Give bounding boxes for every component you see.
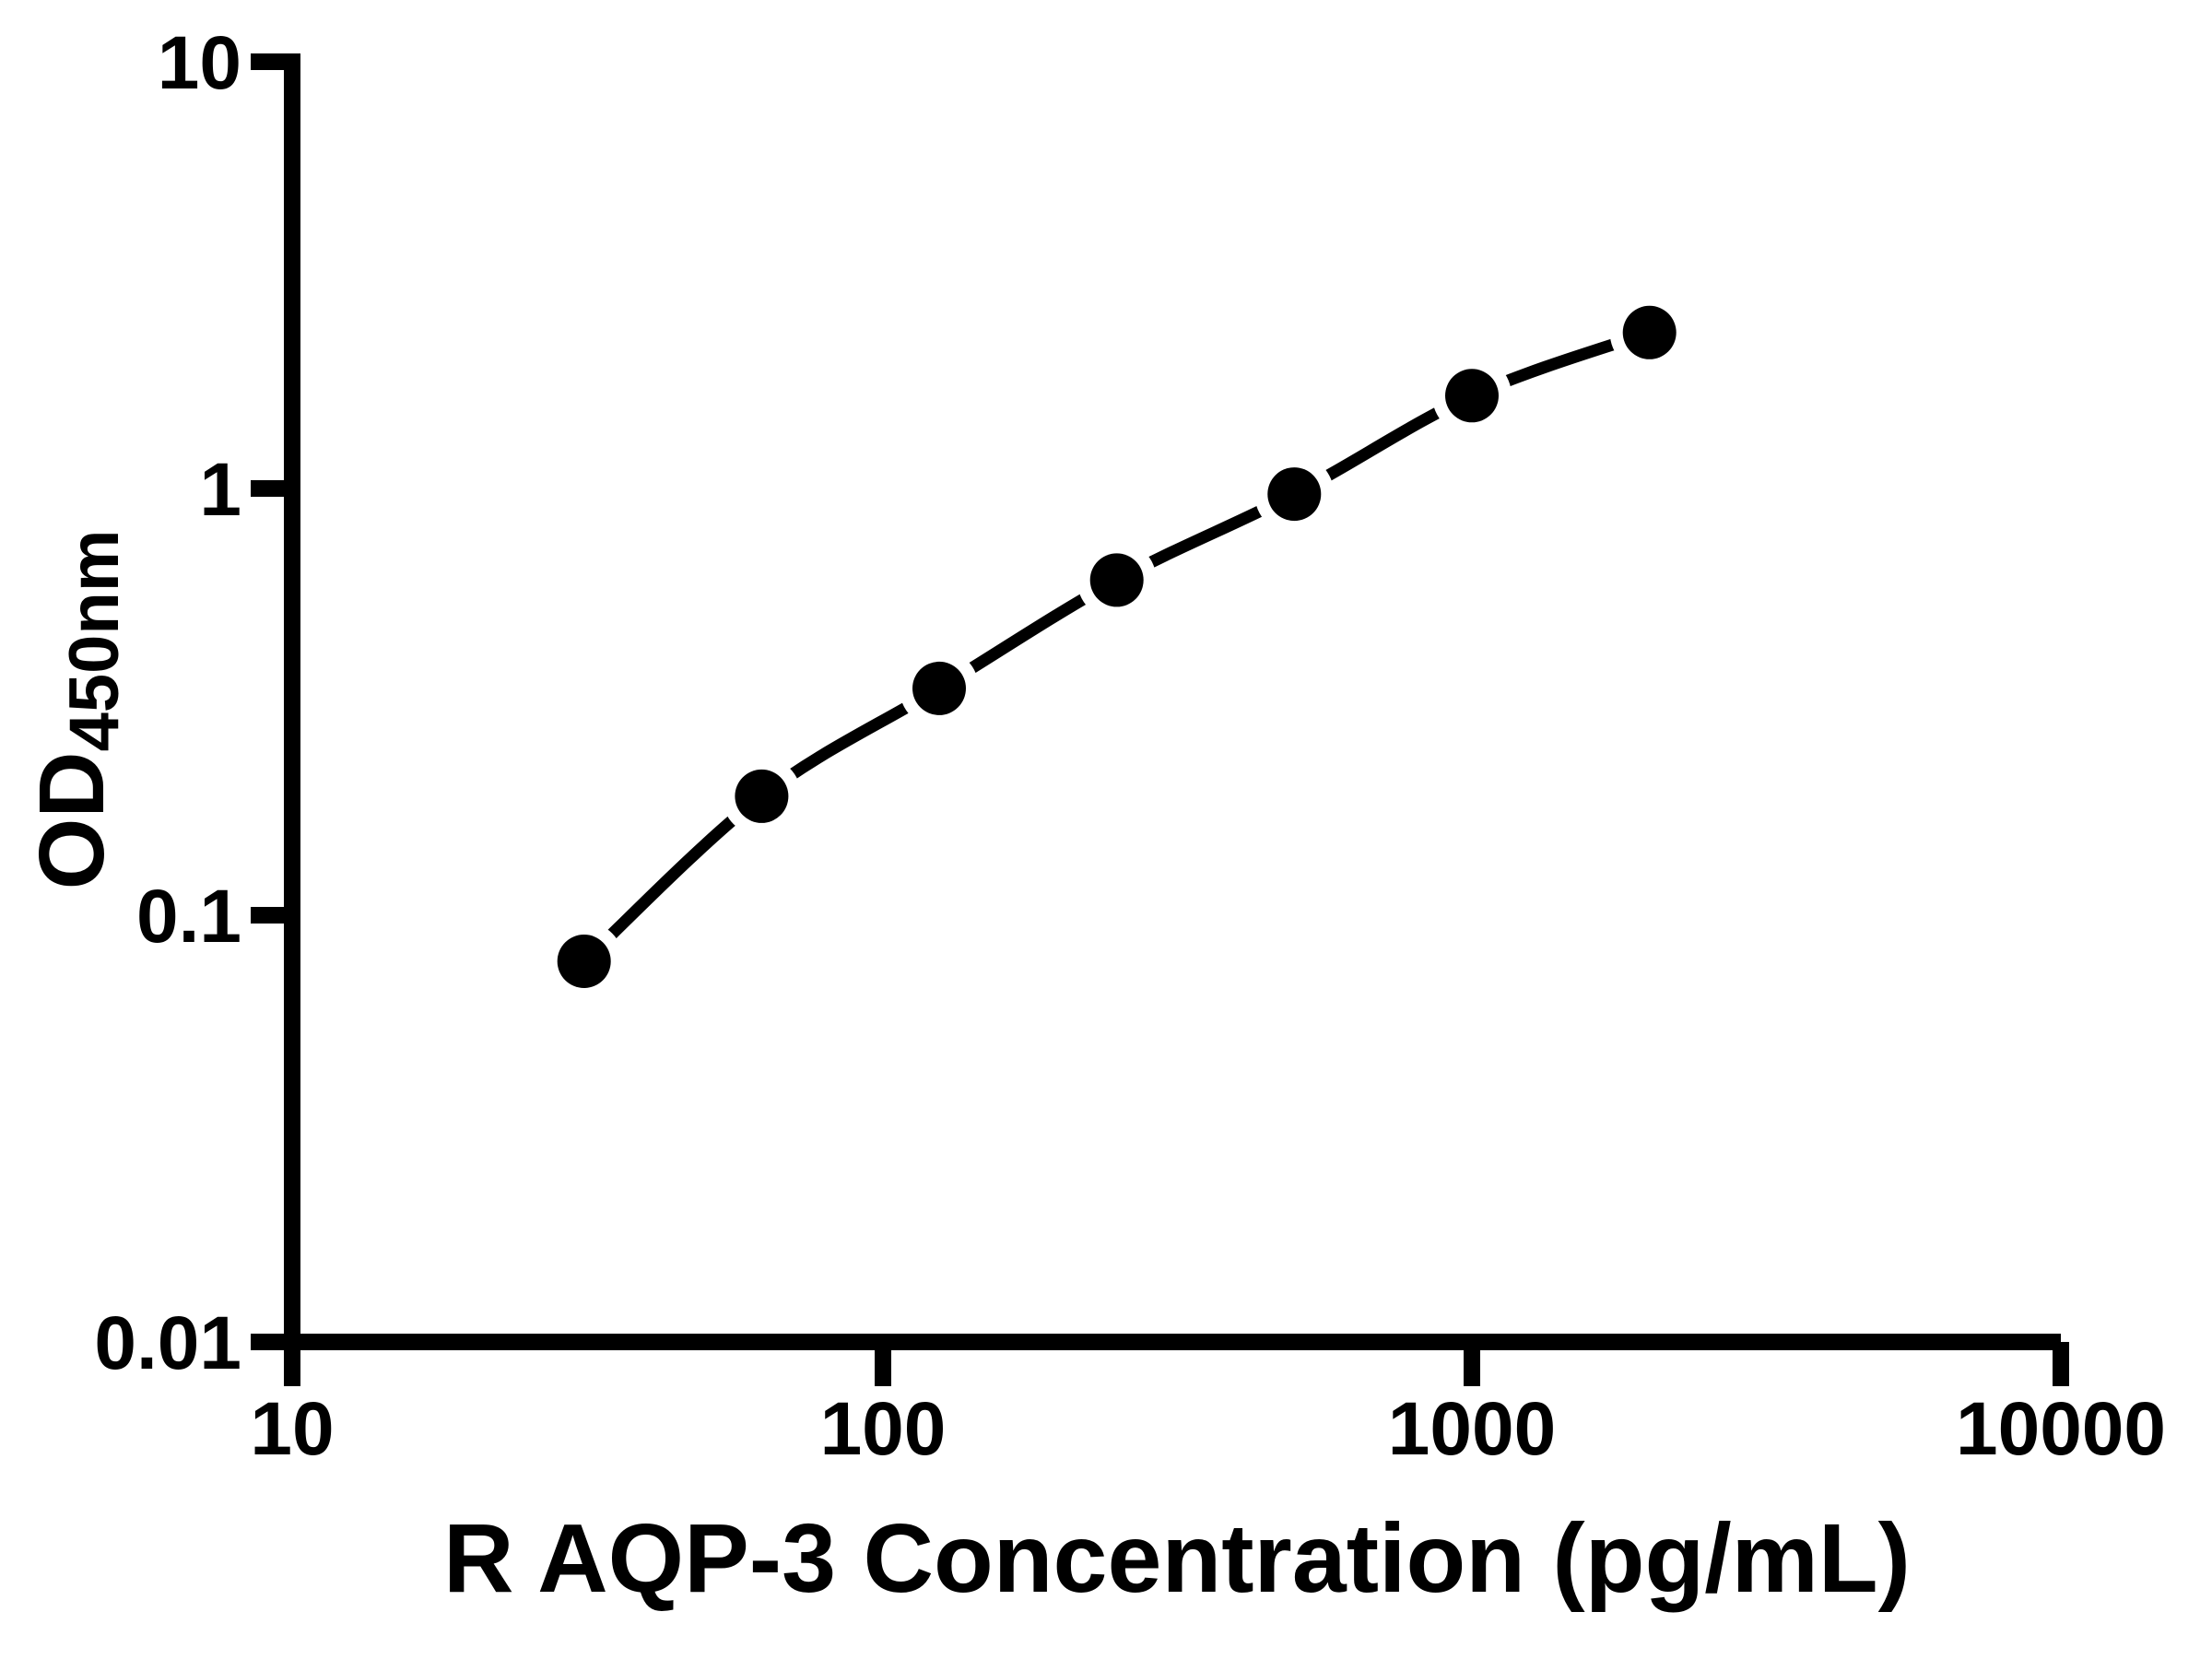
y-tick-label-10: 10 [158, 21, 241, 105]
x-tick-label-10000: 10000 [1956, 1387, 2166, 1471]
data-point-0 [557, 935, 611, 988]
y-axis-title-subscript: 450nm [55, 530, 134, 752]
x-tick-label-10: 10 [250, 1387, 334, 1471]
y-axis-title: OD450nm [20, 530, 134, 890]
y-tick-label-0.1: 0.1 [136, 875, 241, 959]
axes-frame [251, 53, 2061, 1350]
data-point-3 [1089, 553, 1144, 607]
data-point-6 [1622, 305, 1677, 359]
x-axis-title: R AQP-3 Concentration (pg/mL) [443, 1504, 1911, 1613]
data-point-1 [735, 769, 789, 823]
data-point-5 [1445, 369, 1499, 423]
y-tick-label-1: 1 [199, 448, 241, 532]
x-tick-label-1000: 1000 [1388, 1387, 1556, 1471]
y-tick-label-0.01: 0.01 [94, 1301, 241, 1385]
y-axis-title-main: OD [20, 751, 124, 889]
data-point-2 [912, 661, 966, 715]
data-points [544, 292, 1689, 1001]
data-point-4 [1267, 467, 1322, 522]
x-tick-label-100: 100 [820, 1387, 947, 1471]
